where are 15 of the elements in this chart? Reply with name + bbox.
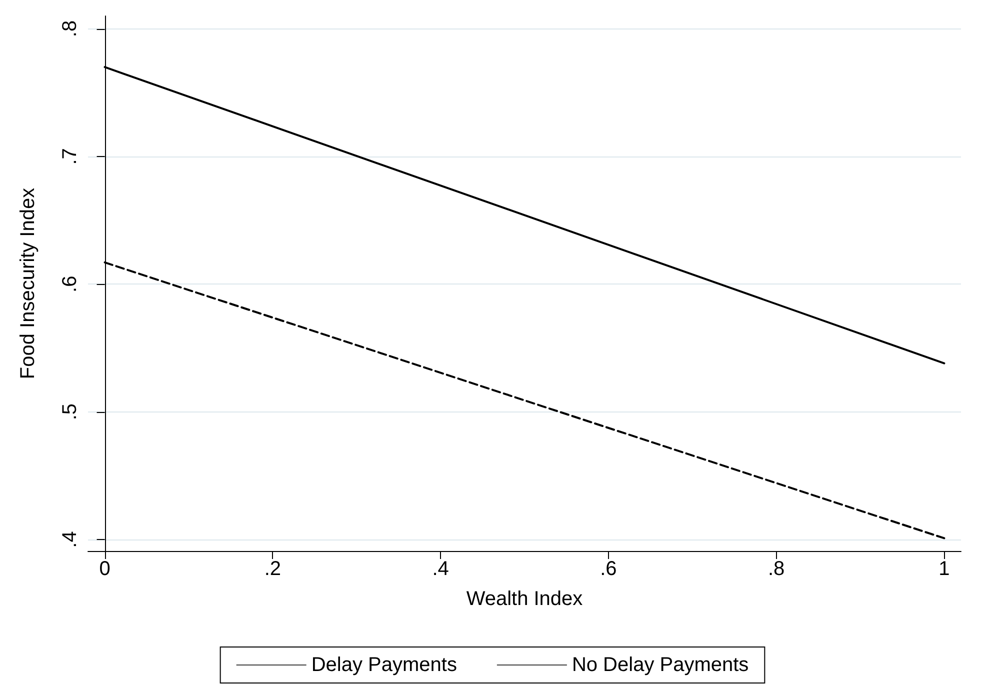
x-tick-label: .4 [432, 558, 449, 580]
x-tick-label: .8 [768, 558, 785, 580]
legend-label: No Delay Payments [572, 654, 749, 676]
y-tick-label: .5 [59, 403, 81, 420]
y-tick-label: .7 [59, 148, 81, 165]
y-tick-label: .8 [59, 20, 81, 38]
x-axis-title: Wealth Index [466, 588, 583, 610]
y-tick-label: .6 [59, 276, 81, 292]
x-tick-label: .6 [600, 558, 617, 580]
x-tick-label: 0 [99, 558, 110, 580]
x-tick-label: .2 [264, 558, 282, 580]
y-axis-title: Food Insecurity Index [17, 188, 39, 380]
y-tick-label: .4 [59, 531, 81, 548]
legend-label: Delay Payments [311, 654, 457, 676]
x-tick-label: 1 [938, 558, 950, 580]
